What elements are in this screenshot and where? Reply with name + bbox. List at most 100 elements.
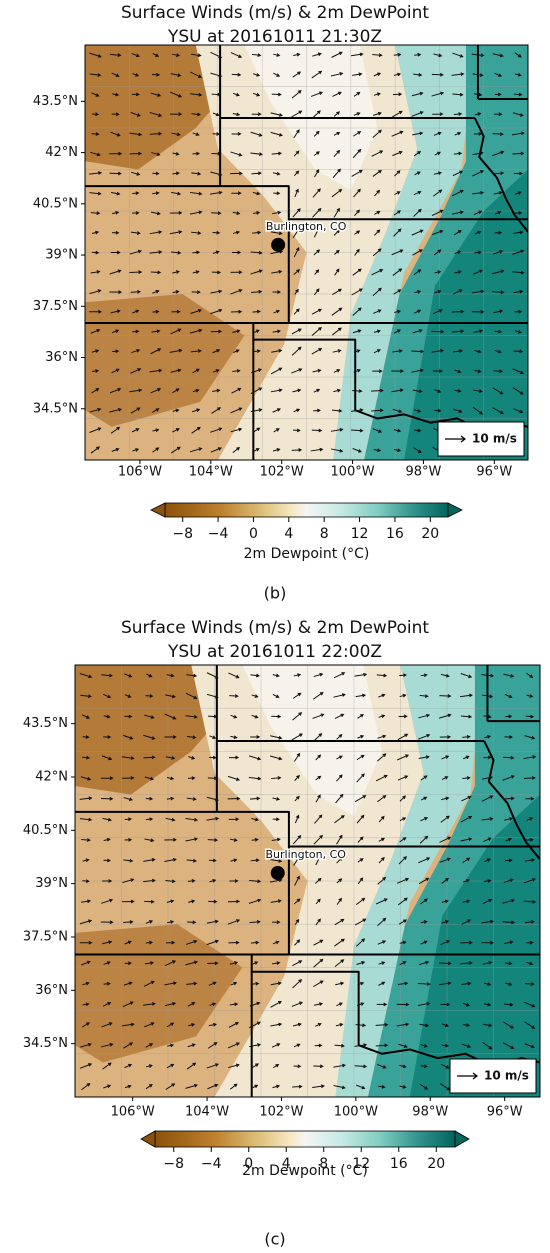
- wind-arrow: [526, 672, 534, 678]
- wind-arrow: [391, 130, 404, 137]
- wind-arrow: [292, 388, 302, 393]
- wind-arrow: [185, 960, 199, 966]
- wind-arrow: [315, 775, 322, 781]
- wind-arrow: [434, 289, 442, 294]
- wind-arrow: [373, 309, 382, 314]
- lon-tick-label: 102°W: [260, 465, 304, 480]
- wind-arrow: [132, 329, 140, 334]
- wind-arrow: [250, 387, 263, 395]
- wind-arrow: [109, 387, 122, 394]
- wind-arrow: [206, 1063, 220, 1069]
- wind-arrow: [420, 796, 428, 801]
- wind-arrow: [356, 773, 365, 783]
- wind-arrow: [250, 131, 263, 137]
- wind-arrow: [292, 834, 302, 845]
- wind-arrow: [494, 329, 503, 334]
- wind-arrow: [372, 287, 382, 297]
- wind-arrow: [272, 940, 280, 945]
- wind-arrow: [473, 389, 483, 394]
- wind-arrow: [145, 1043, 154, 1048]
- wind-arrow: [270, 1001, 282, 1008]
- wind-arrow: [212, 369, 220, 373]
- wind-arrow: [272, 329, 281, 334]
- wind-arrow: [272, 817, 280, 822]
- wind-arrow: [357, 735, 365, 739]
- wind-arrow: [149, 250, 163, 254]
- colorbar-tick-label: 20: [427, 1156, 445, 1172]
- wind-arrow: [462, 776, 471, 780]
- wind-arrow: [419, 1023, 430, 1028]
- wind-arrow: [132, 73, 140, 77]
- station-label: Burlington, CO: [266, 848, 347, 861]
- wind-arrow: [411, 91, 424, 97]
- wind-arrow: [354, 1043, 368, 1047]
- wind-arrow: [523, 776, 536, 780]
- wind-arrow: [314, 814, 323, 824]
- wind-arrow: [473, 132, 483, 136]
- wind-arrow: [151, 329, 161, 334]
- wind-arrow: [397, 775, 409, 781]
- wind-arrow: [152, 309, 160, 314]
- wind-arrow: [311, 428, 323, 433]
- wind-arrow: [206, 939, 220, 946]
- wind-arrow: [371, 150, 384, 157]
- wind-arrow: [79, 940, 93, 945]
- wind-arrow: [524, 919, 535, 924]
- wind-arrow: [186, 858, 197, 863]
- wind-arrow: [102, 1062, 112, 1070]
- wind-arrow: [432, 369, 443, 373]
- wind-arrow: [523, 755, 537, 760]
- wind-arrow: [165, 1001, 177, 1007]
- wind-arrow: [172, 388, 180, 394]
- title: Surface Winds (m/s) & 2m DewPoint: [121, 618, 429, 638]
- wind-arrow: [311, 326, 322, 336]
- wind-arrow: [354, 1064, 368, 1069]
- wind-arrow: [352, 329, 362, 334]
- colorbar-label: 2m Dewpoint (°C): [244, 546, 370, 562]
- wind-arrow: [171, 132, 181, 137]
- wind-arrow: [513, 230, 524, 235]
- wind-arrow: [371, 408, 384, 413]
- wind-arrow: [232, 230, 241, 235]
- wind-arrow: [332, 91, 342, 97]
- wind-arrow: [252, 92, 261, 97]
- wind-arrow: [91, 388, 100, 394]
- lat-tick-label: 39°N: [35, 876, 68, 891]
- wind-arrow: [146, 673, 153, 678]
- wind-arrow: [251, 694, 259, 698]
- wind-arrow: [170, 73, 182, 77]
- wind-arrow: [293, 898, 301, 905]
- wind-arrow: [414, 52, 422, 57]
- wind-arrow: [271, 151, 283, 156]
- wind-arrow: [311, 308, 323, 315]
- wind-arrow: [208, 714, 218, 719]
- wind-arrow: [393, 228, 402, 237]
- wind-arrow: [292, 712, 303, 721]
- wind-arrow: [172, 290, 180, 294]
- wind-arrow: [334, 815, 345, 824]
- wind-arrow: [103, 714, 111, 719]
- wind-arrow: [440, 940, 451, 946]
- wind-arrow: [523, 878, 536, 884]
- wind-arrow: [231, 250, 242, 255]
- wind-arrow: [100, 776, 114, 780]
- wind-arrow: [206, 672, 219, 679]
- wind-arrow: [292, 1084, 303, 1089]
- wind-arrow: [472, 73, 484, 77]
- wind-arrow: [101, 796, 114, 801]
- wind-arrow: [111, 447, 120, 452]
- wind-arrow: [192, 388, 200, 393]
- wind-arrow: [151, 72, 161, 77]
- wind-arrow: [152, 447, 160, 453]
- wind-arrow: [130, 289, 142, 294]
- wind-arrow: [164, 735, 177, 739]
- wind-arrow: [81, 1083, 91, 1091]
- wind-arrow: [378, 837, 386, 842]
- wind-arrow: [413, 190, 422, 196]
- wind-arrow: [312, 110, 321, 118]
- wind-arrow: [352, 148, 362, 159]
- wind-arrow: [512, 249, 525, 255]
- wind-arrow: [524, 1001, 536, 1008]
- wind-arrow: [111, 112, 120, 117]
- wind-arrow: [90, 328, 101, 334]
